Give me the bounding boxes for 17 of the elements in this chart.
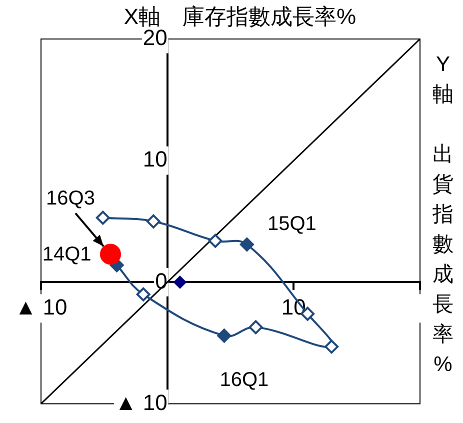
point	[136, 287, 150, 302]
point	[146, 214, 160, 228]
point	[248, 320, 263, 334]
point	[217, 328, 232, 343]
text: Y軸出貨指數成長率%	[432, 53, 454, 376]
annotation: 14Q1	[42, 244, 92, 266]
point	[240, 238, 254, 252]
point	[208, 234, 222, 248]
point	[96, 210, 110, 225]
annotation: 15Q1	[267, 213, 316, 236]
y-tick-label: 10	[142, 146, 168, 172]
point	[324, 340, 339, 354]
point	[173, 276, 186, 289]
annotation: 16Q3	[46, 188, 95, 210]
annotation: 16Q1	[220, 369, 269, 392]
point	[100, 244, 121, 265]
y-tick-label: ▲ 10	[114, 390, 168, 415]
